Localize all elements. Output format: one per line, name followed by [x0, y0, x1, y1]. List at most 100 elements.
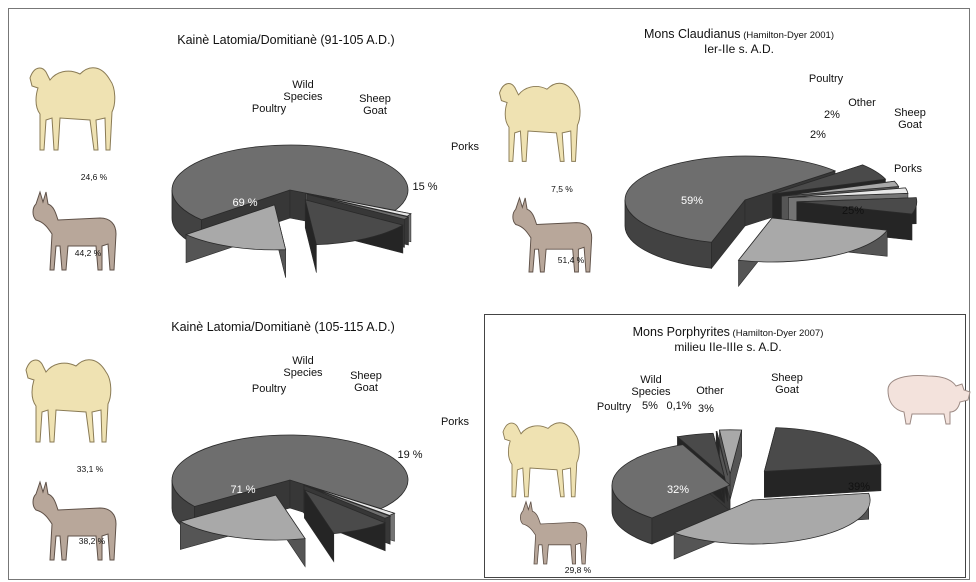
chart-title-text: Kainè Latomia/Domitianè (105-115 A.D.) [171, 320, 395, 334]
camel-icon [29, 67, 116, 151]
pie-chart-2: 71 % 8 % 19 % Poultry Wild Species Sheep Goat Po… [171, 355, 470, 568]
pie-slice [303, 489, 387, 535]
donkey-percentage-label: 38,2 % [79, 536, 106, 546]
slice-category-label: Sheep Goat [359, 93, 391, 117]
slice-value-label: 2% [824, 109, 840, 121]
chart-title-group: Mons Claudianus (Hamilton-Dyer 2001)Ier-… [644, 27, 834, 56]
slice-value-label: 25% [842, 205, 864, 217]
chart-title: Kainè Latomia/Domitianè (105-115 A.D.) [171, 320, 395, 334]
slice-category-label: Porks [894, 163, 923, 175]
slice-category-label: Poultry [809, 73, 844, 85]
chart-subtitle: milieu IIe-IIIe s. A.D. [674, 340, 781, 354]
slice-value-label: 71 % [230, 484, 255, 496]
slice-category-label: Porks [441, 416, 470, 428]
camel-icon [25, 359, 112, 443]
pie-slice [781, 180, 900, 197]
chart-title: Mons Claudianus (Hamilton-Dyer 2001) [644, 27, 834, 41]
pie-slice [611, 444, 731, 519]
donkey-percentage-label: 29,8 % [565, 565, 592, 575]
chart-title-group: Kainè Latomia/Domitianè (91-105 A.D.) [177, 33, 394, 47]
slice-value-label: 14 % [340, 125, 365, 137]
camel-percentage-label: 33,1 % [77, 464, 104, 474]
pie-slice [672, 492, 871, 545]
chart-title-text: Mons Porphyrites [633, 325, 730, 339]
slice-category-label: Sheep Goat [894, 107, 926, 131]
donkey-body [32, 190, 117, 271]
slice-value-label: 2% [810, 129, 826, 141]
slice-value-label: 5% [642, 400, 658, 412]
pie-chart-1: 59% 6% 2% 2% 6% 25% Poultry Other Sheep Goat Porks [624, 73, 926, 288]
slice-value-label: 32% [667, 484, 689, 496]
pie-slice [624, 155, 837, 243]
pie-slice [772, 164, 887, 195]
slice-value-label: 59% [681, 195, 703, 207]
pig-body [887, 375, 971, 425]
camel-percentage-label: 24,6 % [81, 172, 108, 182]
pie-slice [306, 193, 410, 220]
slice-value-label: 8 % [324, 406, 343, 418]
chart-title-text: Mons Claudianus [644, 27, 741, 41]
slice-category-label: Poultry [252, 103, 287, 115]
pie-slice [737, 217, 888, 263]
chart-title-group: Mons Porphyrites (Hamilton-Dyer 2007)mil… [633, 325, 824, 354]
slice-category-label: Sheep Goat [771, 372, 803, 396]
chart-title-text: Kainè Latomia/Domitianè (91-105 A.D.) [177, 33, 394, 47]
pie-slice [179, 494, 306, 541]
pie-slice [676, 432, 726, 479]
camel-percentage-label: 7,5 % [551, 184, 573, 194]
slice-value-label: 6% [842, 137, 858, 149]
slice-value-label: 19 % [397, 449, 422, 461]
slice-category-label: Porks [451, 141, 480, 153]
slice-category-label: Wild Species [631, 374, 671, 398]
pie-slice [171, 144, 409, 221]
slice-category-label: Poultry [252, 383, 287, 395]
camel-body [499, 82, 581, 162]
pie-chart-3: 32% 5% 0,1% 3% 21% 39% Poultry Wild Species Other… [597, 372, 882, 560]
pie-slice [304, 199, 404, 246]
pie-slice [715, 431, 728, 476]
slice-value-label: 6% [773, 121, 789, 133]
pie-slice [796, 197, 918, 215]
donkey-body [520, 500, 588, 565]
pig-icon [887, 375, 971, 425]
pie-slice [718, 429, 743, 474]
donkey-body [512, 196, 593, 273]
pie-slice [303, 484, 396, 516]
chart-title-reference: (Hamilton-Dyer 2007) [730, 328, 823, 339]
camel-icon [499, 82, 581, 162]
slice-category-label: Other [848, 97, 876, 109]
slice-category-label: Wild Species [283, 355, 323, 379]
pie-slice [184, 204, 287, 251]
donkey-percentage-label: 51,4 % [558, 255, 585, 265]
chart-title-group: Kainè Latomia/Domitianè (105-115 A.D.) [171, 320, 395, 334]
slice-category-label: Poultry [597, 401, 632, 413]
pie-slice [788, 187, 909, 198]
slice-category-label: Other [696, 385, 724, 397]
slice-value-label: 69 % [232, 197, 257, 209]
slice-value-label: 15 % [412, 181, 437, 193]
pie-slice [303, 485, 392, 519]
chart-subtitle: Ier-IIe s. A.D. [704, 42, 774, 56]
slice-value-label: 21% [766, 409, 788, 421]
slice-category-label: Sheep Goat [350, 370, 382, 394]
chart-title-reference: (Hamilton-Dyer 2001) [741, 30, 834, 41]
chart-title: Mons Porphyrites (Hamilton-Dyer 2007) [633, 325, 824, 339]
camel-body [29, 67, 116, 151]
donkey-icon [512, 196, 593, 273]
pie-slice [171, 434, 409, 510]
chart-title: Kainè Latomia/Domitianè (91-105 A.D.) [177, 33, 394, 47]
pie-slice [305, 192, 412, 217]
camel-body [502, 422, 580, 498]
donkey-icon [520, 500, 588, 565]
slice-value-label: 3% [698, 403, 714, 415]
donkey-body [32, 480, 117, 561]
camel-icon [502, 422, 580, 498]
camel-body [25, 359, 112, 443]
pie-slice [763, 427, 882, 472]
slice-category-label: Wild Species [283, 79, 323, 103]
donkey-icon [32, 480, 117, 561]
donkey-percentage-label: 44,2 % [75, 248, 102, 258]
